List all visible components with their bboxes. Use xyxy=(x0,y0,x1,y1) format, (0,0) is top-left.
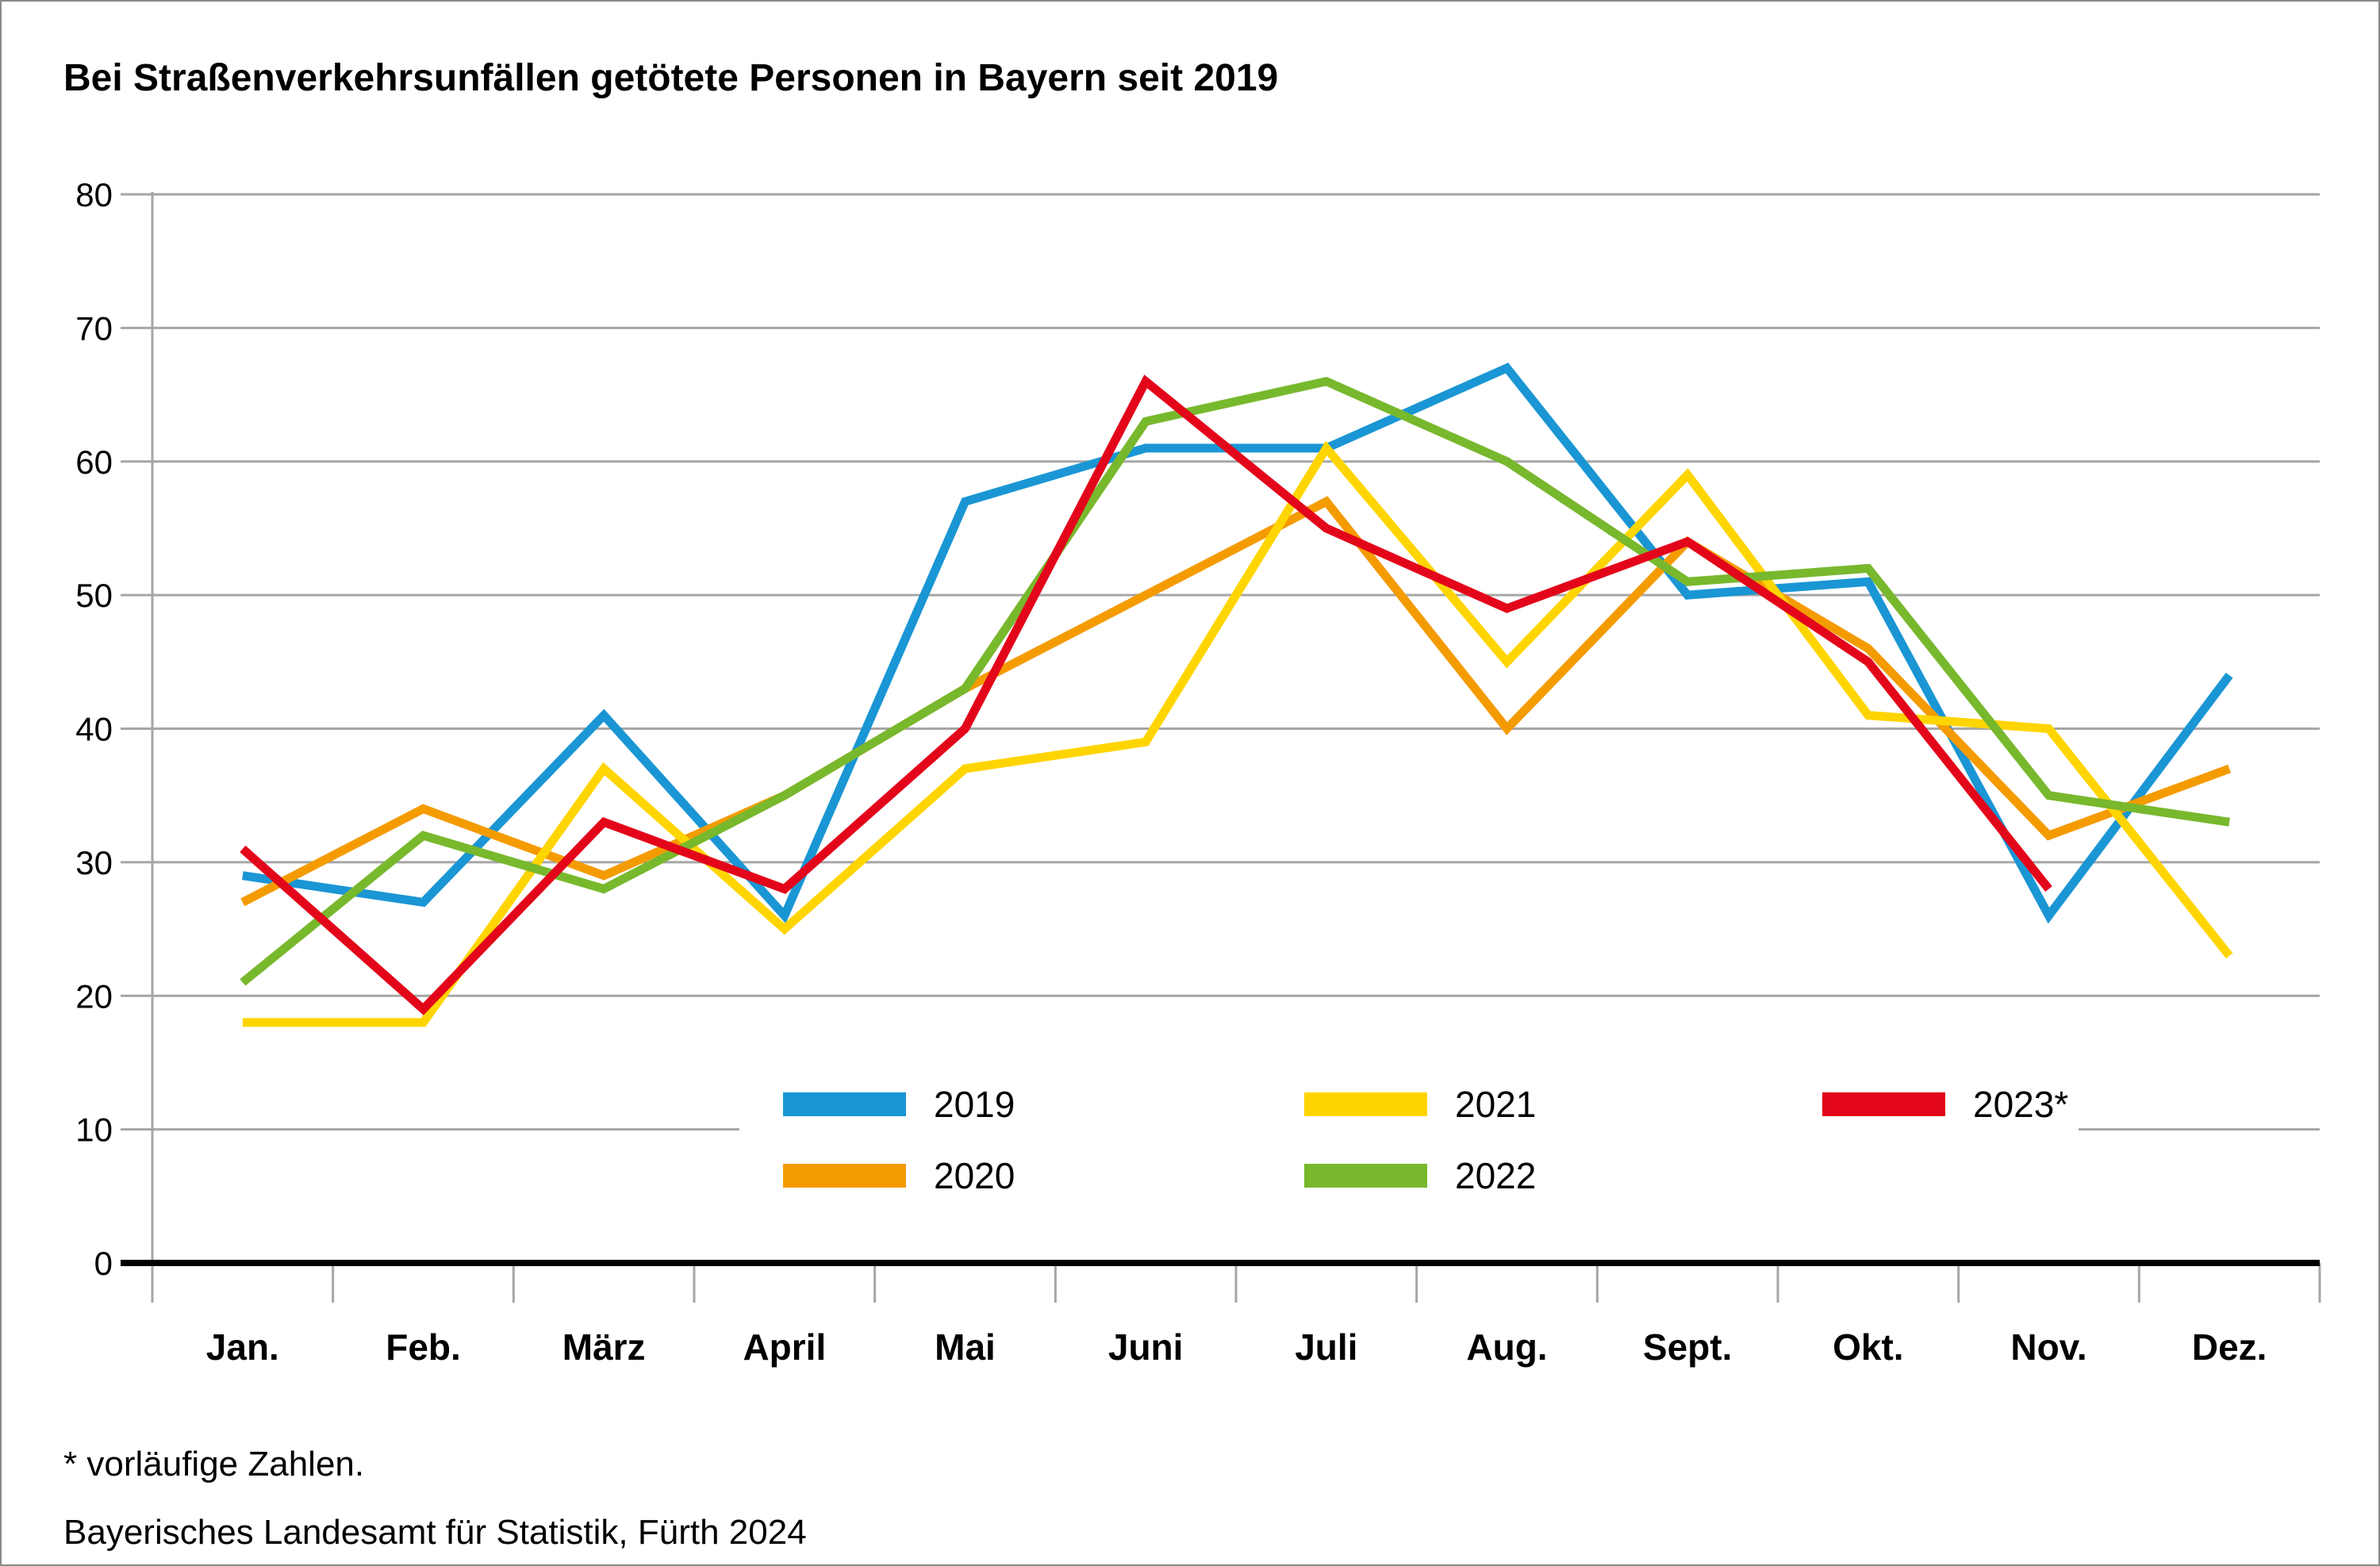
y-axis-labels: 0 10 20 30 40 50 60 70 80 xyxy=(75,176,113,1282)
y-tick-label-80: 80 xyxy=(75,176,113,213)
y-tick-label-30: 30 xyxy=(75,844,113,881)
source-credit: Bayerisches Landesamt für Statistik, Für… xyxy=(63,1513,807,1552)
x-tick-label-Sept: Sept. xyxy=(1643,1326,1732,1368)
series-line-2022 xyxy=(240,376,2230,986)
y-tick-label-0: 0 xyxy=(94,1245,113,1282)
y-tick-label-50: 50 xyxy=(75,577,113,614)
data-series xyxy=(240,363,2233,1027)
x-tick-label-Dez: Dez. xyxy=(2192,1326,2267,1368)
legend-item-2022: 2022 xyxy=(1304,1155,1536,1196)
series-line-2023 xyxy=(240,374,2052,1015)
legend-label-2021: 2021 xyxy=(1455,1084,1536,1125)
legend-swatch-2021 xyxy=(1304,1092,1427,1116)
x-tick-label-Okt: Okt. xyxy=(1833,1326,1903,1368)
legend-label-2023: 2023* xyxy=(1973,1084,2068,1125)
series-line-2021 xyxy=(242,440,2233,1027)
y-tick-label-40: 40 xyxy=(75,711,113,748)
legend-item-2019: 2019 xyxy=(783,1084,1015,1125)
series-line-2020 xyxy=(240,496,2232,907)
x-tick-label-Nov: Nov. xyxy=(2010,1326,2086,1368)
y-tick-label-10: 10 xyxy=(75,1111,113,1149)
x-tick-label-Juni: Juni xyxy=(1108,1326,1184,1368)
y-tick-label-70: 70 xyxy=(75,309,113,347)
legend: 2019 2020 2021 2022 2023* xyxy=(739,1063,2079,1209)
x-axis-labels: Jan. Feb. März April Mai Juni Juli Aug. Sept. Okt… xyxy=(206,1326,2267,1368)
x-tick-label-Feb: Feb. xyxy=(386,1326,461,1368)
legend-item-2023: 2023* xyxy=(1822,1084,2068,1125)
gridlines xyxy=(121,193,2320,1131)
x-tick-label-Aug: Aug. xyxy=(1466,1326,1547,1368)
x-tick-label-Juli: Juli xyxy=(1295,1326,1357,1368)
legend-swatch-2023 xyxy=(1822,1092,1945,1116)
x-tick-label-Jan: Jan. xyxy=(206,1326,279,1368)
x-tick-label-April: April xyxy=(743,1326,826,1368)
chart-title: Bei Straßenverkehrsunfällen getötete Per… xyxy=(63,57,1278,99)
legend-item-2020: 2020 xyxy=(783,1155,1015,1196)
axes xyxy=(121,192,2321,1303)
legend-label-2019: 2019 xyxy=(934,1084,1015,1125)
x-tick-label-März: März xyxy=(562,1326,646,1368)
legend-label-2020: 2020 xyxy=(934,1155,1015,1196)
series-line-2019 xyxy=(242,363,2233,924)
y-tick-label-20: 20 xyxy=(75,977,113,1015)
y-tick-label-60: 60 xyxy=(75,443,113,481)
footnote: * vorläufige Zahlen. xyxy=(63,1445,364,1483)
legend-swatch-2020 xyxy=(783,1164,906,1188)
legend-label-2022: 2022 xyxy=(1455,1155,1536,1196)
legend-item-2021: 2021 xyxy=(1304,1084,1536,1125)
x-tick-label-Mai: Mai xyxy=(935,1326,996,1368)
legend-swatch-2022 xyxy=(1304,1164,1427,1188)
legend-swatch-2019 xyxy=(783,1092,906,1116)
